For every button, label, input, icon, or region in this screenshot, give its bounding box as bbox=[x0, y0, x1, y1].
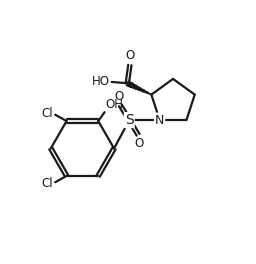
Text: O: O bbox=[125, 49, 134, 62]
Text: OH: OH bbox=[106, 98, 124, 111]
Polygon shape bbox=[126, 81, 151, 95]
Text: S: S bbox=[125, 113, 134, 127]
Text: O: O bbox=[114, 90, 124, 103]
Text: Cl: Cl bbox=[41, 177, 53, 190]
Text: N: N bbox=[155, 114, 164, 127]
Text: O: O bbox=[135, 137, 144, 150]
Text: Cl: Cl bbox=[41, 107, 53, 120]
Text: HO: HO bbox=[92, 76, 110, 88]
